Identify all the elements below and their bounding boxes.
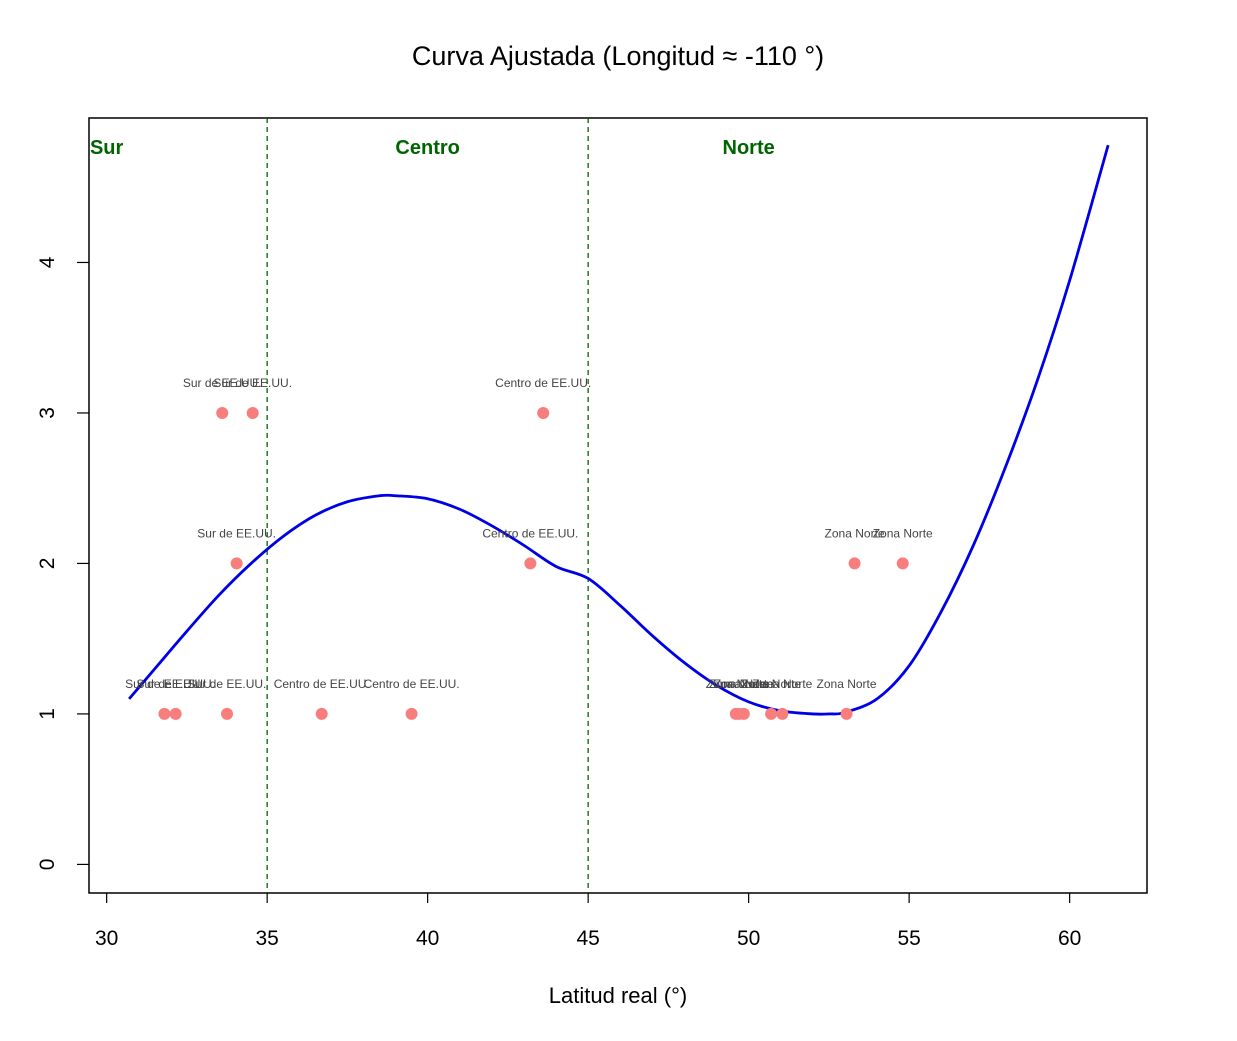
y-tick-label: 4 [36, 256, 59, 268]
data-point-label: Zona Norte [709, 677, 769, 691]
x-tick-label: 55 [897, 927, 920, 950]
region-dividers [266, 118, 589, 893]
data-point-label: Sur de EE.UU. [213, 376, 292, 390]
data-point [737, 707, 750, 720]
data-point [896, 557, 909, 570]
x-axis-label: Latitud real (°) [549, 983, 687, 1008]
data-point [848, 557, 861, 570]
x-tick-label: 30 [95, 927, 118, 950]
y-axis: 0 1 2 3 4 [36, 256, 89, 870]
data-point [216, 406, 229, 419]
chart-title: Curva Ajustada (Longitud ≈ -110 °) [412, 41, 824, 71]
data-point [537, 406, 550, 419]
x-tick-label: 40 [416, 927, 439, 950]
region-label: Sur [90, 137, 124, 159]
fitted-curve-layer [128, 144, 1110, 716]
data-point [246, 406, 259, 419]
data-point [405, 707, 418, 720]
x-tick-label: 50 [737, 927, 760, 950]
data-point [776, 707, 789, 720]
data-point-label: Zona Norte [752, 677, 812, 691]
data-point-label: Sur de EE.UU. [125, 677, 204, 691]
region-label: Norte [723, 137, 775, 159]
x-tick-label: 35 [255, 927, 278, 950]
data-point [315, 707, 328, 720]
data-point [169, 707, 182, 720]
region-label: Centro [395, 137, 459, 159]
y-tick-label: 3 [36, 407, 59, 419]
y-tick-label: 1 [36, 708, 59, 720]
data-point-label: Zona Norte [825, 526, 885, 540]
data-point-label: Centro de EE.UU. [274, 677, 370, 691]
data-point-label: Centro de EE.UU. [482, 526, 578, 540]
point-labels: Sur de EE.UU.Sur de EE.UU.Sur de EE.UU.S… [125, 376, 933, 691]
data-point-label: Zona Norte [741, 677, 801, 691]
y-tick-label: 0 [36, 859, 59, 871]
data-point-label: Centro de EE.UU. [364, 677, 460, 691]
data-point-label: Zona Norte [873, 526, 933, 540]
data-point [765, 707, 778, 720]
plot-frame [88, 117, 1148, 894]
data-point-label: Sur de EE.UU. [188, 677, 267, 691]
x-axis: 30 35 40 45 50 55 60 [95, 893, 1081, 950]
data-points [158, 406, 909, 720]
data-point-label: Sur de EE.UU. [136, 677, 215, 691]
y-tick-label: 2 [36, 558, 59, 570]
data-point [158, 707, 171, 720]
data-point-label: Sur de EE.UU. [183, 376, 262, 390]
data-point [221, 707, 234, 720]
x-tick-label: 45 [576, 927, 599, 950]
data-point [840, 707, 853, 720]
data-point-label: Sur de EE.UU. [197, 526, 276, 540]
data-point [230, 557, 243, 570]
data-point [524, 557, 537, 570]
region-labels: Sur Centro Norte [90, 137, 775, 159]
x-tick-label: 60 [1058, 927, 1081, 950]
data-point-label: Zona Norte [817, 677, 877, 691]
data-point-label: Centro de EE.UU. [495, 376, 591, 390]
fitted-curve [128, 144, 1110, 716]
data-point-label: Zona Norte [714, 677, 774, 691]
data-point-label: Zona Norte [706, 677, 766, 691]
